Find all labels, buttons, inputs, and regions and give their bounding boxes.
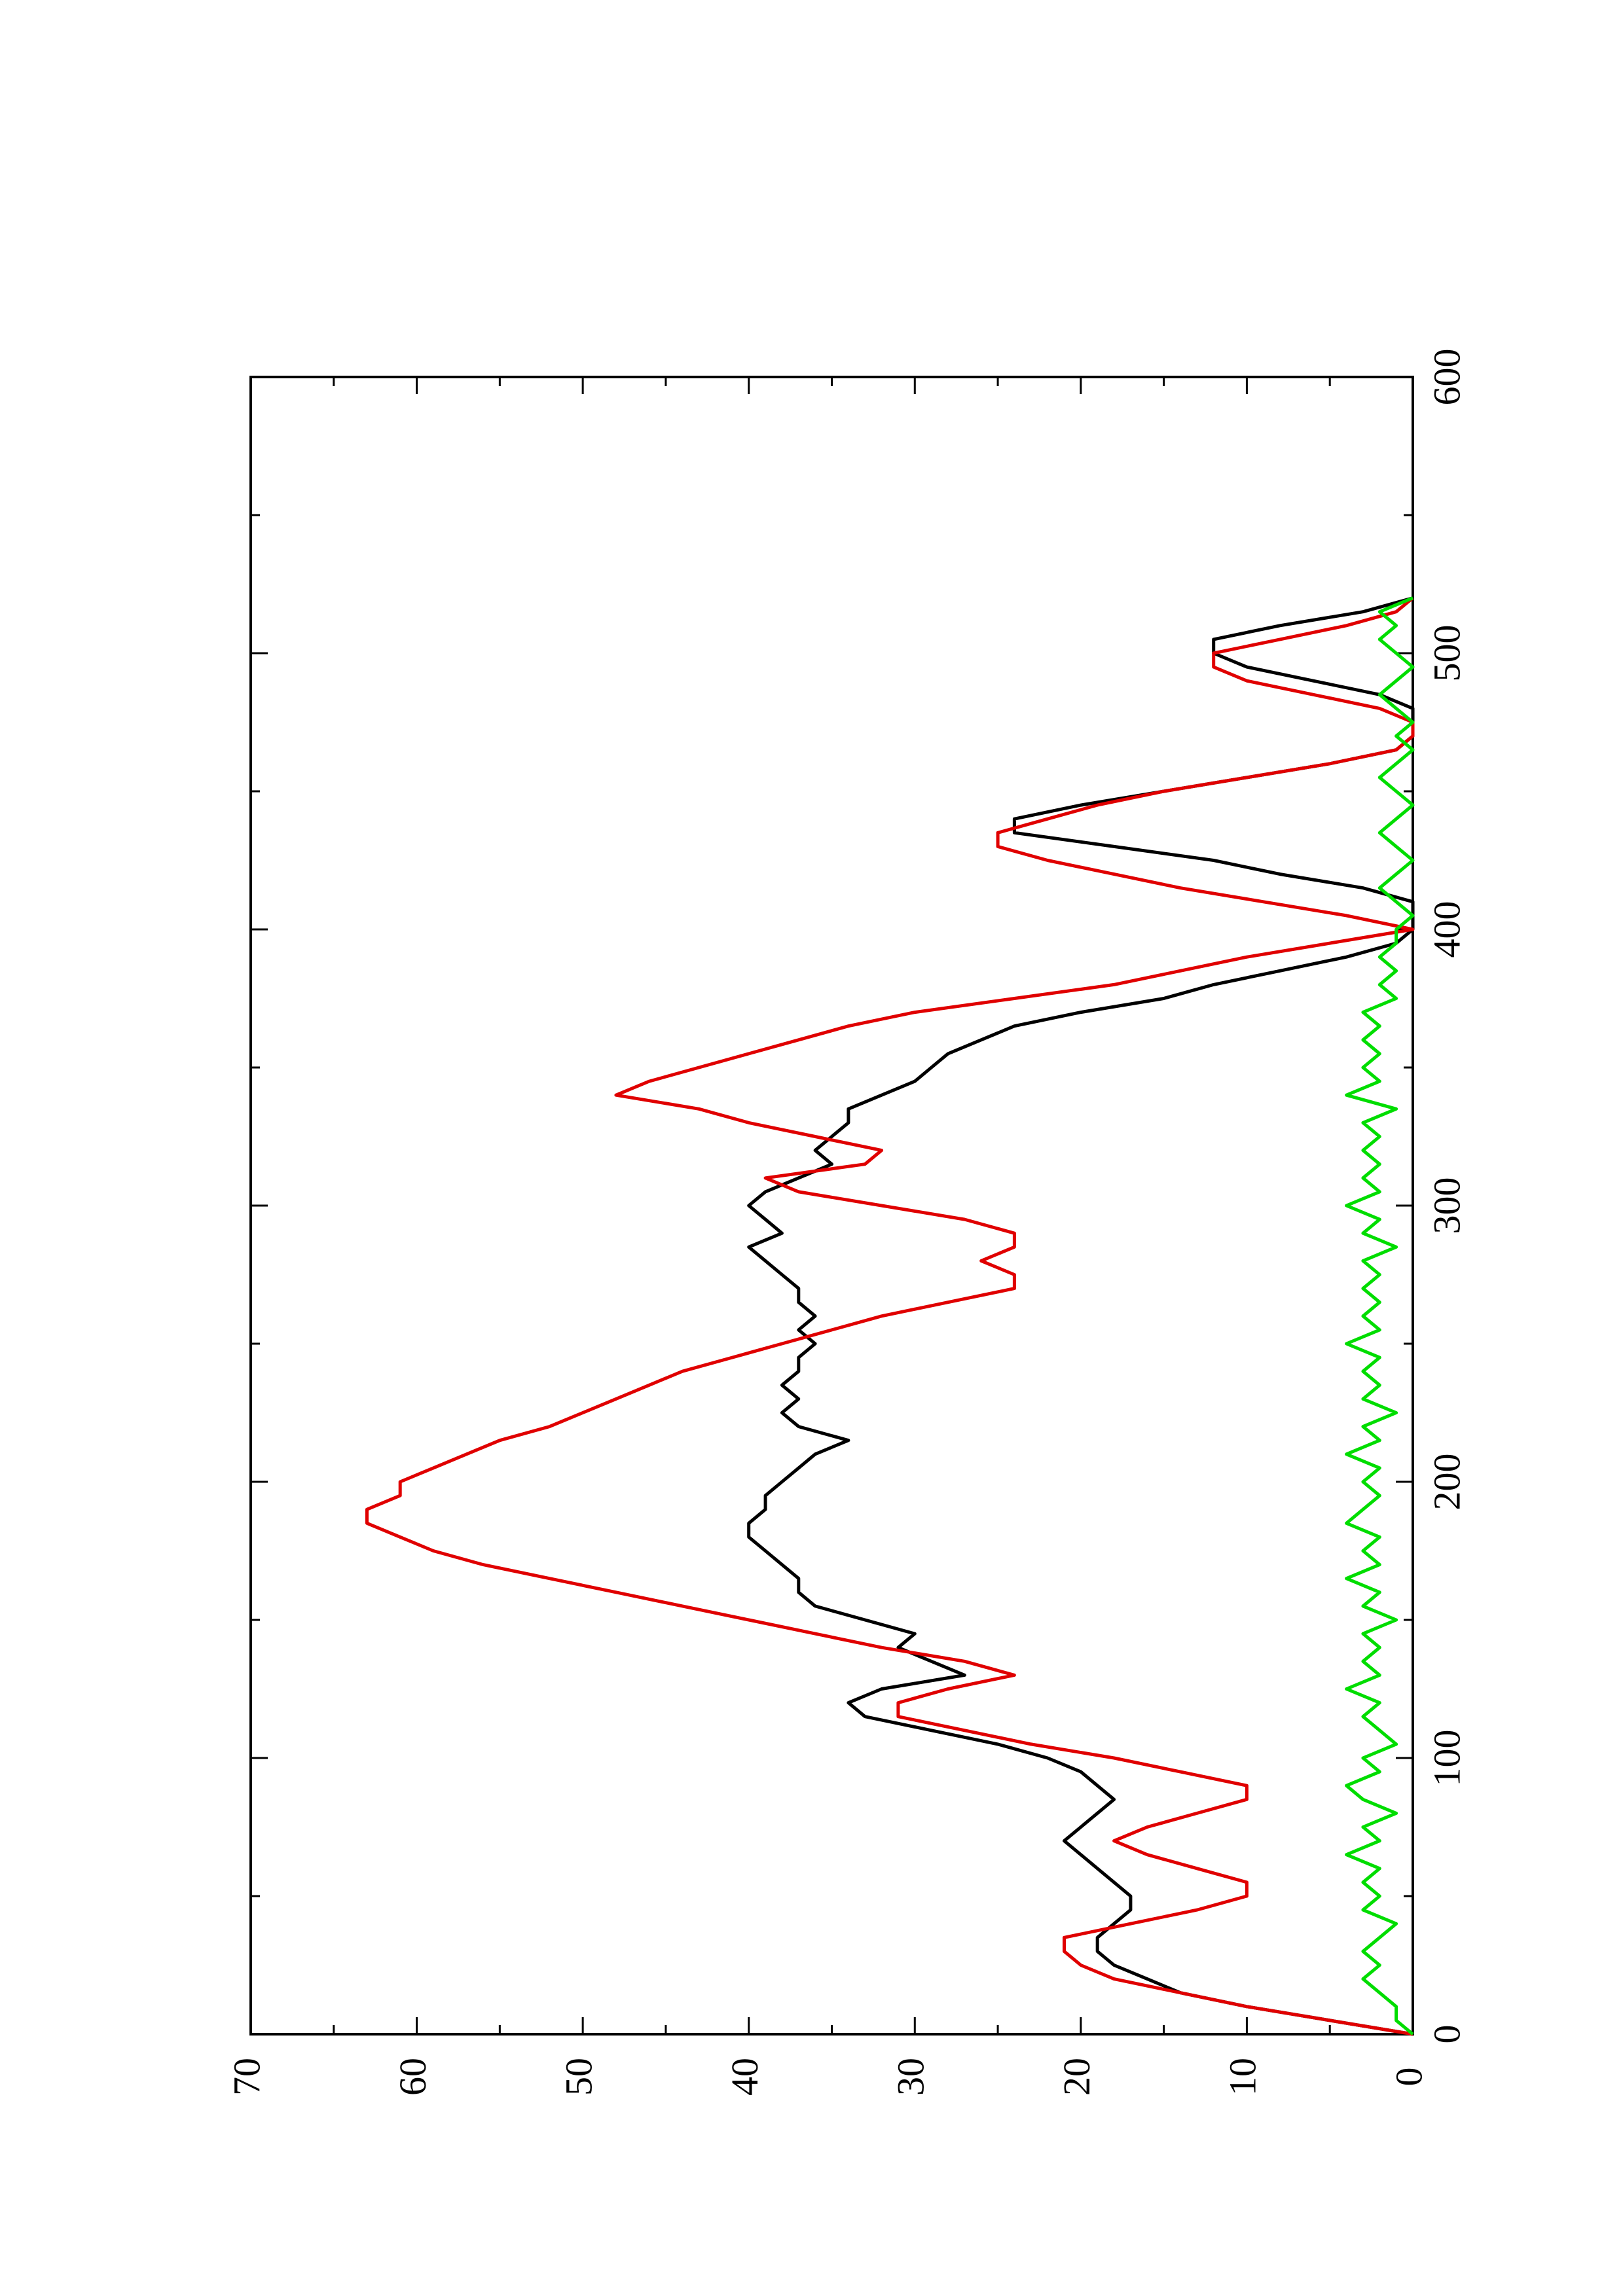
x-tick-label: 200	[1425, 1454, 1468, 1511]
series-group	[365, 596, 1415, 2036]
x-tick-label: 400	[1425, 901, 1468, 958]
y-tick-label: 60	[392, 2058, 434, 2096]
axis-ticks	[249, 376, 1414, 2036]
y-tick-label: 70	[225, 2058, 268, 2096]
plot-frame	[249, 376, 1414, 2036]
y-tick-label: 30	[890, 2058, 932, 2096]
x-tick-label: 100	[1425, 1730, 1468, 1787]
tick-labels: 0 100 200 300 400 500 600 0 10 20 30 40 50 60 70	[225, 349, 1468, 2096]
y-tick-label: 20	[1055, 2058, 1098, 2096]
x-tick-label: 0	[1425, 2025, 1468, 2044]
x-tick-label: 300	[1425, 1177, 1468, 1234]
series-black-line	[747, 596, 1415, 2036]
x-tick-label: 600	[1425, 349, 1468, 406]
series-red-line	[365, 596, 1415, 2036]
y-tick-label: 10	[1222, 2058, 1264, 2096]
y-tick-label: 50	[557, 2058, 600, 2096]
y-tick-label: 0	[1387, 2068, 1430, 2087]
x-tick-label: 500	[1425, 625, 1468, 682]
y-tick-label: 40	[723, 2058, 766, 2096]
series-green-line	[1345, 596, 1415, 2036]
